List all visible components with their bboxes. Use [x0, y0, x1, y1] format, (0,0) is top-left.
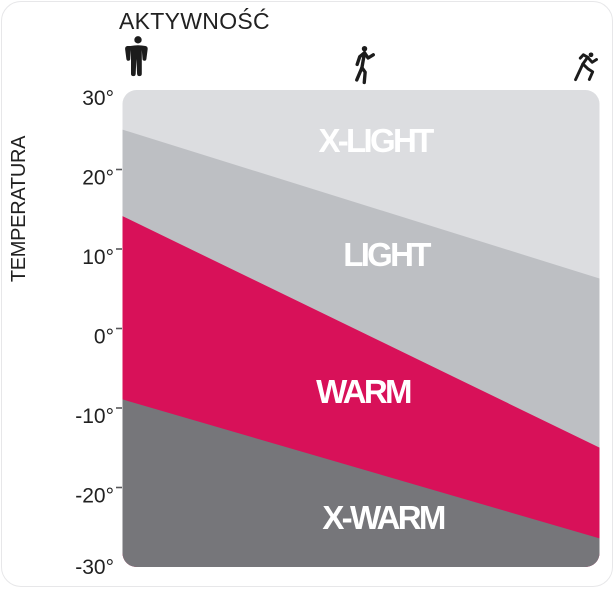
svg-text:LIGHT: LIGHT: [343, 236, 431, 273]
svg-text:-10°: -10°: [75, 405, 114, 428]
svg-text:0°: 0°: [94, 326, 114, 349]
svg-text:10°: 10°: [82, 246, 114, 269]
svg-text:-30°: -30°: [75, 556, 114, 579]
svg-text:X-WARM: X-WARM: [322, 499, 444, 536]
svg-text:WARM: WARM: [316, 373, 411, 410]
svg-text:TEMPERATURA: TEMPERATURA: [8, 135, 30, 282]
svg-text:-20°: -20°: [75, 485, 114, 508]
svg-text:AKTYWNOŚĆ: AKTYWNOŚĆ: [119, 7, 270, 34]
svg-text:30°: 30°: [82, 87, 114, 110]
svg-text:X-LIGHT: X-LIGHT: [318, 122, 434, 159]
svg-text:20°: 20°: [82, 167, 114, 190]
